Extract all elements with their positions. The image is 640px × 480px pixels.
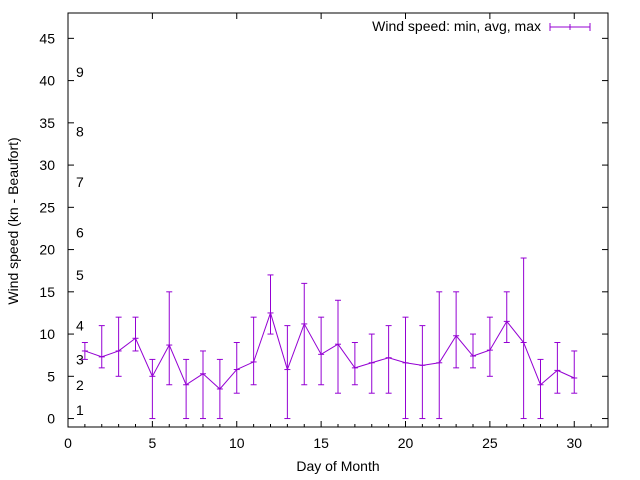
x-tick-label: 10 — [229, 435, 245, 451]
beaufort-label: 8 — [76, 123, 84, 139]
y-tick-label: 10 — [39, 326, 55, 342]
error-bar — [503, 291, 510, 344]
error-bar — [571, 350, 578, 394]
error-bar — [81, 342, 88, 360]
error-bar — [301, 282, 308, 386]
x-tick-label: 30 — [566, 435, 582, 451]
error-bar — [200, 350, 206, 420]
beaufort-labels: 1 2 3 4 5 6 7 8 9 — [76, 64, 84, 418]
error-bar — [98, 325, 105, 369]
beaufort-label: 2 — [76, 377, 84, 393]
x-tick-label: 5 — [148, 435, 156, 451]
x-tick-label: 0 — [64, 435, 72, 451]
error-bar — [470, 333, 476, 369]
legend-label: Wind speed: min, avg, max — [372, 18, 541, 34]
error-bar — [402, 316, 409, 420]
beaufort-label: 6 — [76, 225, 84, 241]
x-tick-label: 20 — [398, 435, 414, 451]
error-bar — [453, 291, 460, 369]
error-bar — [419, 325, 426, 420]
error-bar — [385, 325, 392, 394]
y-tick-label: 20 — [39, 242, 55, 258]
error-bar — [233, 342, 240, 394]
error-bar — [537, 358, 544, 420]
y-axis-label: Wind speed (kn - Beaufort) — [5, 137, 21, 304]
error-bar — [183, 358, 190, 420]
error-bar — [486, 316, 493, 377]
error-bar — [335, 299, 341, 394]
y-tick-label: 0 — [47, 411, 55, 427]
series-layer — [81, 257, 578, 420]
beaufort-label: 1 — [76, 402, 84, 418]
error-bar — [351, 342, 358, 386]
x-tick-label: 15 — [313, 435, 329, 451]
error-bar — [149, 358, 156, 420]
beaufort-label: 9 — [76, 64, 84, 80]
plot-frame — [67, 12, 609, 428]
error-bar — [250, 316, 257, 386]
y-tick-label: 5 — [47, 368, 55, 384]
error-bar — [267, 274, 274, 335]
beaufort-label: 3 — [76, 351, 84, 367]
beaufort-label: 7 — [76, 174, 84, 190]
error-bar — [520, 257, 527, 420]
y-tick-labels: 0 5 10 15 20 25 30 35 40 45 — [39, 30, 55, 426]
y-tick-label: 25 — [39, 199, 55, 215]
error-bar — [216, 358, 223, 420]
error-bar — [368, 333, 375, 394]
y-tick-label: 15 — [39, 284, 55, 300]
error-bar — [284, 325, 291, 420]
axis-ticks — [67, 13, 608, 427]
legend: Wind speed: min, avg, max — [372, 18, 591, 34]
error-bar — [436, 291, 443, 420]
x-tick-label: 25 — [482, 435, 498, 451]
x-tick-labels: 0 5 10 15 20 25 30 — [64, 435, 582, 451]
x-axis-label: Day of Month — [296, 458, 379, 474]
error-bar — [554, 342, 561, 394]
y-tick-label: 35 — [39, 115, 55, 131]
error-bar — [132, 316, 139, 352]
series-line — [84, 311, 575, 390]
y-tick-label: 40 — [39, 73, 55, 89]
y-tick-label: 30 — [39, 157, 55, 173]
beaufort-label: 5 — [76, 267, 84, 283]
error-bar — [115, 316, 122, 377]
y-tick-label: 45 — [39, 30, 55, 46]
beaufort-label: 4 — [76, 318, 84, 334]
error-bar — [318, 316, 325, 386]
error-bar — [166, 291, 173, 386]
